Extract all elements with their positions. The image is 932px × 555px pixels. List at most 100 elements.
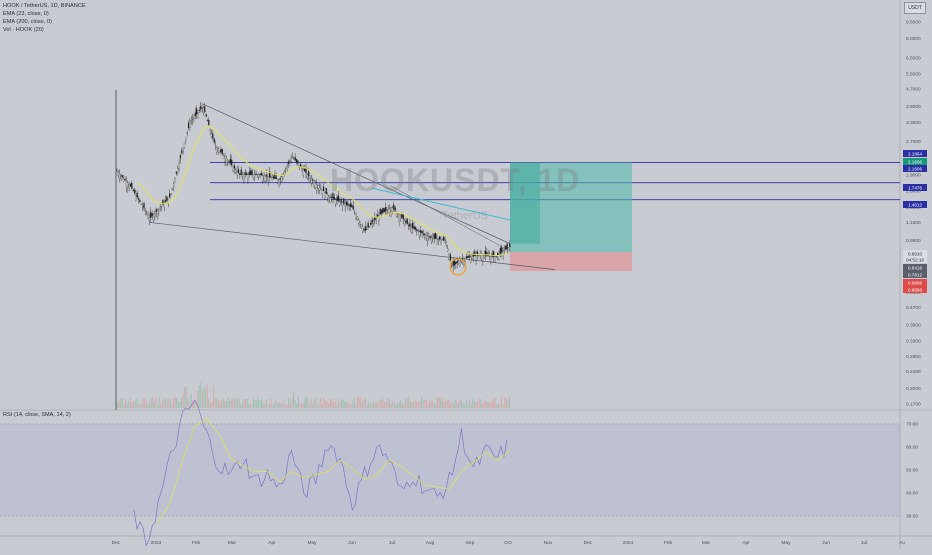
volume-bar bbox=[376, 402, 378, 408]
volume-bar bbox=[397, 403, 399, 408]
volume-bar bbox=[312, 404, 314, 408]
price-candle-body bbox=[151, 213, 153, 217]
price-candle-body bbox=[320, 188, 322, 190]
volume-bar bbox=[240, 404, 242, 408]
legend-ema-short[interactable]: EMA (23, close, 0) bbox=[3, 11, 49, 17]
volume-bar bbox=[160, 403, 162, 408]
price-candle-body bbox=[275, 176, 277, 180]
volume-bar bbox=[387, 398, 389, 408]
rsi-legend[interactable]: RSI (14, close, SMA, 14, 2) bbox=[3, 412, 71, 418]
price-candle-body bbox=[451, 265, 453, 267]
price-candle-body bbox=[116, 170, 118, 172]
volume-bar bbox=[126, 403, 128, 408]
currency-button[interactable]: USDT bbox=[904, 2, 926, 14]
price-candle-body bbox=[398, 214, 400, 221]
volume-bar bbox=[301, 403, 303, 408]
price-candle-body bbox=[436, 238, 438, 245]
price-candle-body bbox=[456, 260, 458, 264]
price-axis-label: 0.9500 bbox=[906, 238, 921, 244]
rsi-axis-label: 30.00 bbox=[906, 514, 918, 520]
legend-ema-long[interactable]: EMA (200, close, 0) bbox=[3, 19, 52, 25]
price-candle-body bbox=[471, 256, 473, 260]
price-candle-body bbox=[187, 123, 190, 128]
price-candle-body bbox=[453, 260, 456, 266]
price-candle-body bbox=[224, 156, 226, 162]
price-candle-body bbox=[424, 233, 426, 235]
volume-bar bbox=[480, 398, 482, 408]
volume-bar bbox=[433, 403, 435, 408]
volume-bar bbox=[133, 401, 135, 408]
rsi-axis-label: 70.00 bbox=[906, 422, 918, 428]
volume-bar bbox=[395, 404, 397, 408]
volume-bar bbox=[462, 404, 464, 408]
volume-bar bbox=[494, 397, 496, 408]
price-candle-body bbox=[359, 221, 361, 224]
volume-bar bbox=[189, 402, 191, 408]
price-candle-body bbox=[418, 231, 421, 237]
price-candle-body bbox=[247, 174, 249, 180]
volume-bar bbox=[416, 401, 418, 408]
time-axis-label: Jun bbox=[348, 540, 356, 546]
volume-bar bbox=[477, 401, 479, 408]
volume-bar bbox=[144, 397, 146, 408]
volume-bar bbox=[224, 401, 226, 408]
price-candle-body bbox=[166, 196, 168, 201]
volume-bar bbox=[507, 401, 509, 408]
price-candle-body bbox=[412, 223, 414, 229]
volume-bar bbox=[254, 400, 256, 408]
watermark-name: TetherUS bbox=[442, 210, 488, 222]
volume-bar bbox=[405, 397, 407, 408]
price-candle-body bbox=[282, 173, 284, 179]
price-candle-body bbox=[245, 173, 248, 175]
volume-bar bbox=[374, 401, 376, 408]
price-candle-body bbox=[304, 168, 306, 172]
time-axis-label: Aug bbox=[426, 540, 435, 546]
volume-bar bbox=[438, 397, 440, 408]
volume-bar bbox=[193, 400, 195, 408]
price-tag-label: 2.1864 bbox=[908, 152, 922, 157]
price-candle-body bbox=[340, 198, 342, 203]
price-axis-label: 0.2400 bbox=[906, 369, 921, 375]
volume-bar bbox=[377, 404, 379, 408]
price-candle-body bbox=[493, 251, 495, 257]
price-candle-body bbox=[254, 174, 256, 177]
volume-bar bbox=[315, 397, 317, 408]
volume-bar bbox=[411, 401, 413, 408]
volume-bar bbox=[227, 397, 229, 408]
volume-bar bbox=[408, 397, 410, 408]
lower-trendline bbox=[149, 222, 556, 270]
legend-symbol[interactable]: HOOK / TetherUS, 1D, BINANCE bbox=[3, 3, 86, 9]
price-candle-body bbox=[294, 157, 296, 161]
price-candle-body bbox=[154, 213, 156, 217]
price-axis-label: 0.3900 bbox=[906, 323, 921, 329]
price-candle-body bbox=[358, 219, 360, 224]
volume-bar bbox=[366, 404, 368, 408]
volume-bar bbox=[437, 397, 439, 408]
price-candle-body bbox=[439, 236, 441, 240]
price-axis-label: 1.1500 bbox=[906, 220, 921, 226]
volume-bar bbox=[184, 387, 186, 408]
price-candle-body bbox=[374, 217, 376, 221]
volume-bar bbox=[248, 404, 250, 408]
price-candle-body bbox=[406, 218, 408, 224]
rsi-band bbox=[0, 424, 900, 516]
volume-bar bbox=[195, 400, 197, 408]
price-candle-body bbox=[236, 171, 238, 176]
volume-bar bbox=[365, 397, 367, 408]
price-candle-body bbox=[421, 231, 423, 234]
price-candle-body bbox=[353, 211, 356, 213]
price-candle-body bbox=[147, 215, 149, 219]
price-tag bbox=[903, 271, 927, 278]
price-candle-body bbox=[299, 163, 302, 167]
price-candle-body bbox=[343, 198, 345, 204]
price-candle-body bbox=[197, 112, 199, 114]
price-candle-body bbox=[271, 177, 273, 181]
price-candle-body bbox=[403, 220, 406, 226]
legend-volume[interactable]: Vol · HOOK (20) bbox=[3, 27, 44, 33]
volume-bar bbox=[491, 399, 493, 408]
price-candle-body bbox=[174, 178, 176, 183]
price-candle-body bbox=[333, 197, 335, 200]
price-candle-body bbox=[324, 192, 326, 199]
